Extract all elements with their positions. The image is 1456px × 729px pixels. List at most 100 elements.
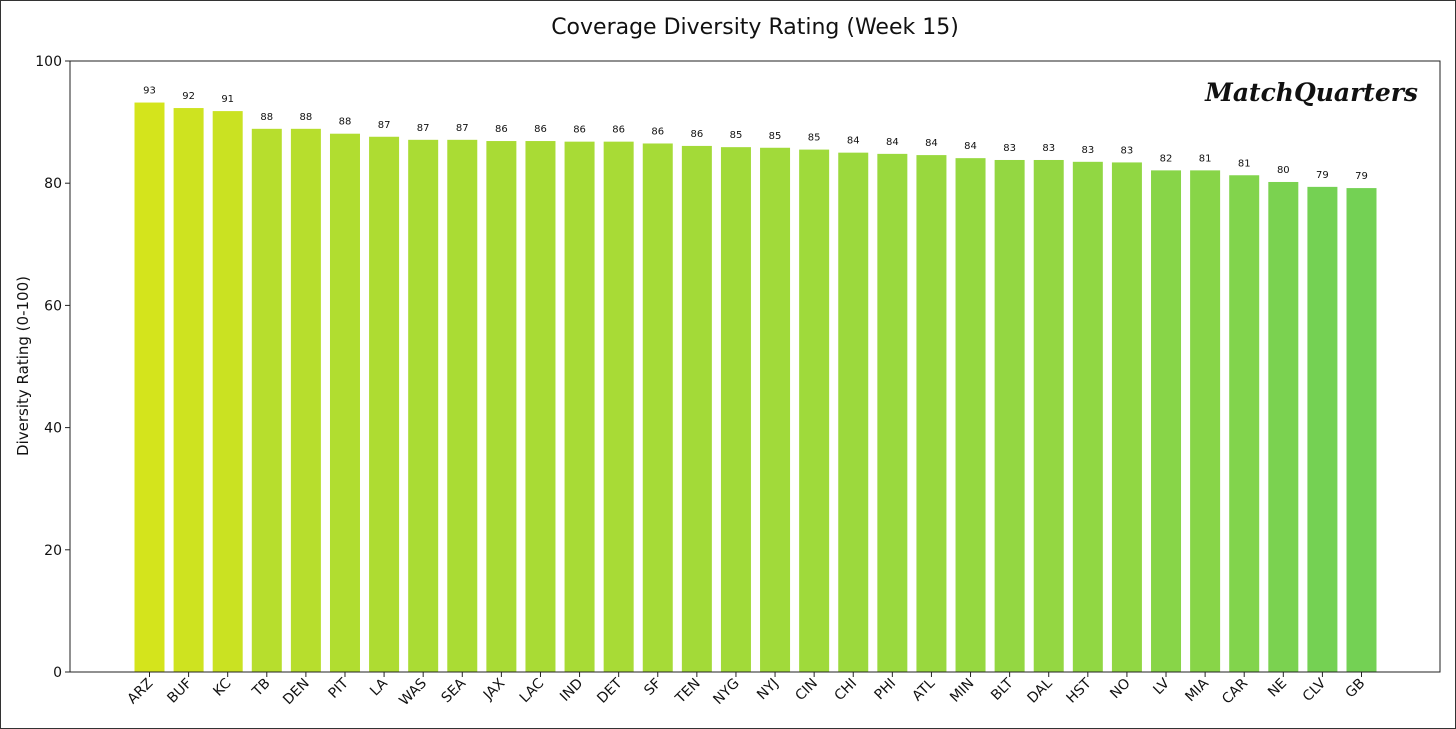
value-label-lac: 86 [534,124,547,135]
value-label-nyg: 85 [730,130,743,141]
bar-nyj [760,147,791,673]
value-label-cin: 85 [808,133,821,144]
value-label-nyj: 85 [769,131,782,142]
bar-sea [447,139,478,673]
bar-ind [564,141,595,673]
x-tick-label-lv: LV [1150,675,1173,698]
bar-no [1111,162,1142,672]
bar-det [603,141,634,673]
y-tick-label: 60 [44,298,62,314]
x-tick-label-car: CAR [1219,675,1251,707]
x-tick-label-clv: CLV [1300,675,1330,705]
value-label-gb: 79 [1355,171,1368,182]
bar-pit [329,133,360,673]
x-tick-label-dal: DAL [1024,675,1055,706]
bar-gb [1346,188,1377,672]
bar-min [955,158,986,673]
x-tick-label-ind: IND [557,676,586,705]
bar-ne [1268,181,1299,672]
value-label-tb: 88 [260,112,273,123]
value-label-den: 88 [300,112,313,123]
x-tick-label-tb: TB [249,676,274,701]
x-tick-label-ten: TEN [672,676,704,708]
bar-jax [486,141,517,672]
x-tick-label-blt: BLT [988,675,1017,704]
x-tick-label-mia: MIA [1182,675,1212,705]
value-label-sf: 86 [651,126,664,137]
bar-was [408,139,439,673]
bar-clv [1307,186,1338,672]
x-tick-label-atl: ATL [909,675,938,704]
value-label-chi: 84 [847,136,860,147]
watermark-logo: MatchQuarters [1204,78,1418,107]
value-label-ten: 86 [690,129,703,140]
x-tick-label-phi: PHI [872,676,900,704]
chart-title: Coverage Diversity Rating (Week 15) [551,15,959,40]
value-label-atl: 84 [925,138,938,149]
bar-nyg [720,147,751,672]
bar-buf [173,108,204,672]
value-label-no: 83 [1121,145,1134,156]
value-label-ne: 80 [1277,165,1290,176]
x-tick-label-hst: HST [1064,675,1095,706]
value-label-clv: 79 [1316,170,1329,181]
bar-tb [251,128,282,673]
value-label-buf: 92 [182,91,195,102]
bar-dal [1033,159,1064,672]
value-label-jax: 86 [495,124,508,135]
value-label-was: 87 [417,123,430,134]
bar-arz [134,102,165,673]
y-tick-label: 20 [44,543,62,559]
x-tick-label-sea: SEA [438,675,469,706]
bar-atl [916,155,947,672]
bar-chi [838,152,869,672]
y-tick-label: 40 [44,421,62,437]
y-tick-label: 0 [53,665,62,681]
value-label-car: 81 [1238,158,1251,169]
x-tick-label-no: NO [1107,676,1134,703]
value-label-arz: 93 [143,86,156,97]
value-label-hst: 83 [1081,145,1094,156]
x-tick-label-sf: SF [641,676,664,699]
value-label-det: 86 [612,125,625,136]
x-tick-label-chi: CHI [831,676,860,705]
x-tick-label-det: DET [594,675,626,707]
x-tick-label-pit: PIT [326,675,353,702]
value-label-dal: 83 [1042,143,1055,154]
x-tick-label-den: DEN [280,676,313,709]
value-label-ind: 86 [573,125,586,136]
bar-lv [1151,170,1182,672]
value-label-sea: 87 [456,123,469,134]
x-tick-label-nyj: NYJ [754,676,782,704]
bar-sf [642,143,673,673]
x-tick-label-was: WAS [396,675,430,709]
bar-kc [212,111,243,673]
x-tick-label-ne: NE [1265,676,1290,701]
plot-area: 0 20 40 60 80 100 93 ARZ 92 BUF 91 KC 88 TB 88 DEN 88 PIT… [35,54,1377,709]
x-tick-label-buf: BUF [164,676,195,707]
value-label-pit: 88 [339,117,352,128]
x-tick-label-la: LA [367,675,391,699]
x-tick-label-arz: ARZ [125,676,157,708]
y-tick-label: 80 [44,176,62,192]
x-tick-label-lac: LAC [517,675,548,706]
bar-den [290,128,321,673]
bar-ten [681,145,712,672]
bar-hst [1072,161,1103,672]
value-label-la: 87 [378,120,391,131]
bar-phi [877,153,908,672]
bar-blt [994,159,1025,672]
bar-mia [1190,170,1221,672]
x-tick-label-nyg: NYG [710,676,742,708]
bar-la [369,136,400,672]
value-label-lv: 82 [1160,153,1173,164]
value-label-min: 84 [964,141,977,152]
x-tick-label-cin: CIN [792,676,821,705]
value-label-blt: 83 [1003,143,1016,154]
x-tick-label-kc: KC [210,675,234,699]
value-label-kc: 91 [221,94,234,105]
bar-car [1229,175,1260,672]
value-label-mia: 81 [1199,153,1212,164]
y-axis-label: Diversity Rating (0-100) [14,276,32,456]
